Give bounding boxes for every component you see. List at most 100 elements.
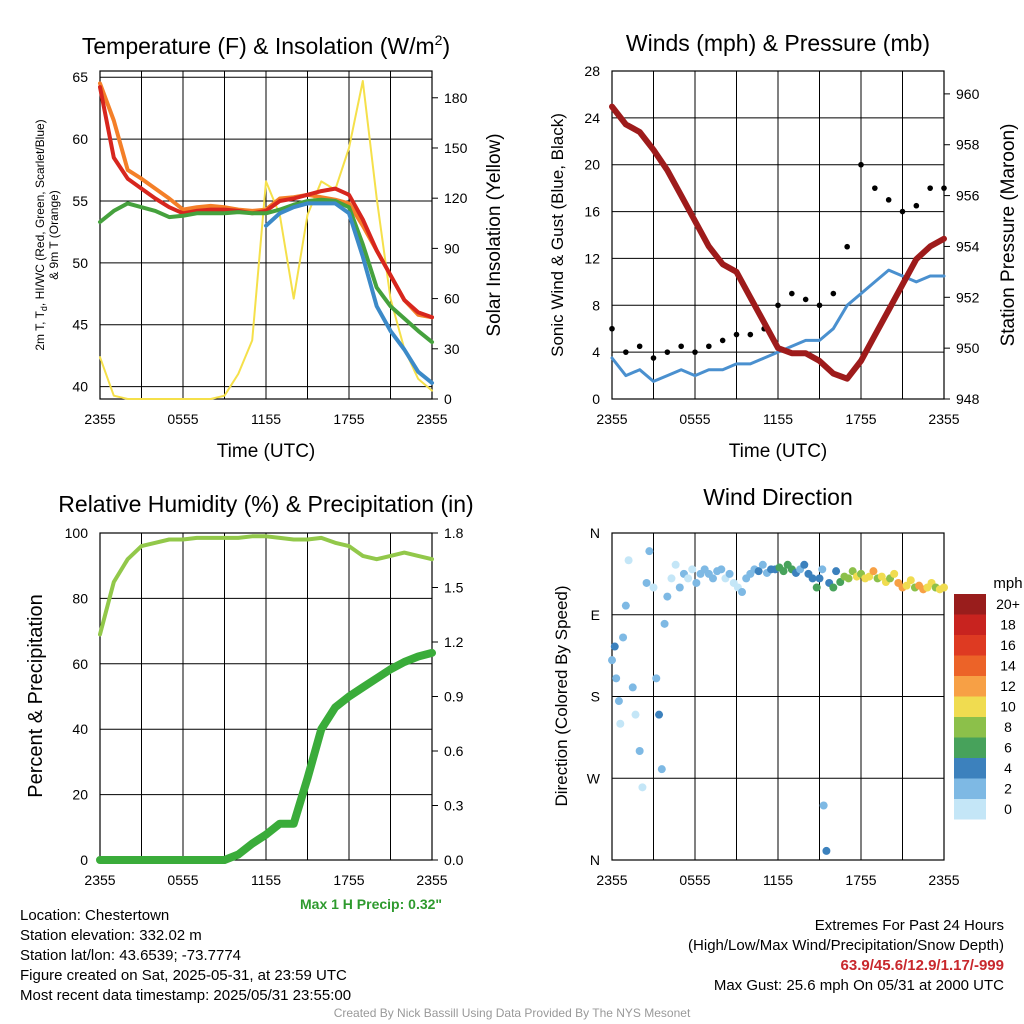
winds-xtick-label: 2355: [596, 411, 627, 427]
temperature-series-2m-t: [98, 85, 434, 320]
winds-ytick-label: 8: [592, 297, 600, 313]
extremes-values: 63.9/45.6/12.9/1.17/-999: [840, 957, 1004, 974]
svg-text:2m T, Td, HI/WC (Red, Green, S: 2m T, Td, HI/WC (Red, Green, Scarlet/Blu…: [33, 119, 49, 350]
direction-point: [779, 567, 788, 576]
location-text: Location: Chestertown: [20, 907, 170, 924]
direction-point: [832, 567, 841, 576]
winds-y2tick-label: 960: [956, 86, 980, 102]
gust-point: [706, 343, 712, 350]
colorbar-label: 18: [1000, 617, 1016, 633]
station-info: Location: Chestertown Station elevation:…: [20, 906, 351, 1006]
gust-point: [775, 302, 781, 309]
humidity-panel: Relative Humidity (%) & Precipitation (i…: [25, 491, 474, 888]
direction-point: [635, 747, 644, 755]
direction-point: [671, 560, 680, 569]
winds-xtick-label: 0555: [679, 411, 710, 427]
humidity-series-precipitation: [96, 648, 436, 864]
colorbar-label: 12: [1000, 678, 1016, 694]
humidity-xtick-label: 1155: [251, 872, 281, 888]
humidity-y2tick-label: 0.3: [444, 798, 464, 814]
temperature-series-2m-td: [98, 197, 434, 345]
colorbar-swatch: [954, 758, 986, 779]
gust-point: [789, 290, 795, 297]
winds-xlabel: Time (UTC): [729, 441, 828, 462]
colorbar-swatch: [954, 778, 986, 799]
gust-point: [830, 290, 837, 297]
colorbar-swatch: [954, 737, 986, 758]
winds-y2tick-label: 948: [956, 391, 980, 407]
direction-point: [754, 567, 763, 576]
direction-point: [649, 583, 658, 592]
gust-point: [844, 243, 850, 250]
temperature-ytick-label: 50: [72, 255, 88, 271]
humidity-ytick-label: 40: [72, 721, 88, 737]
winds-ytick-label: 20: [584, 157, 600, 173]
gust-point: [678, 343, 684, 350]
colorbar-unit: mph: [993, 575, 1022, 592]
direction-point: [675, 583, 684, 592]
direction-point: [667, 574, 676, 583]
temperature-xtick-label: 2355: [84, 411, 115, 427]
direction-xtick-label: 1755: [845, 872, 876, 888]
direction-point: [725, 569, 734, 578]
gust-point: [872, 185, 878, 191]
direction-point: [708, 574, 717, 583]
temperature-y2tick-label: 150: [444, 140, 468, 156]
temperature-y2tick-label: 120: [444, 190, 468, 206]
colorbar-swatch: [954, 614, 986, 635]
temperature-ytick-label: 45: [72, 317, 88, 333]
winds-frame: [611, 70, 945, 400]
created-text: Figure created on Sat, 2025-05-31, at 23…: [20, 967, 347, 984]
direction-point: [738, 588, 747, 597]
humidity-frame: [99, 532, 433, 861]
humidity-xtick-label: 2355: [416, 872, 447, 888]
direction-point: [848, 567, 857, 576]
direction-point: [692, 578, 701, 587]
direction-point: [815, 574, 824, 583]
gust-point: [816, 302, 823, 309]
winds-ytick-label: 4: [592, 344, 600, 360]
direction-ytick-label: N: [590, 852, 600, 868]
direction-point: [812, 583, 821, 592]
colorbar-swatch: [954, 594, 986, 615]
winds-xtick-label: 2355: [928, 411, 959, 427]
direction-point: [818, 565, 827, 574]
direction-point: [655, 710, 664, 719]
direction-point: [819, 801, 828, 810]
colorbar-label: 0: [1004, 801, 1012, 817]
winds-xtick-label: 1155: [763, 411, 793, 427]
direction-point: [610, 642, 619, 651]
winds-xtick-label: 1755: [845, 411, 876, 427]
gust-point: [802, 296, 809, 303]
gust-point: [636, 343, 643, 350]
winds-y2label: Station Pressure (Maroon): [998, 124, 1019, 347]
direction-ytick-label: W: [587, 770, 601, 786]
winds-ytick-label: 28: [584, 63, 600, 79]
humidity-y2tick-label: 1.5: [444, 580, 464, 596]
winds-y2tick-label: 958: [956, 137, 980, 153]
direction-ytick-label: E: [591, 607, 600, 623]
winds-ytick-label: 0: [592, 391, 600, 407]
humidity-ytick-label: 60: [72, 656, 88, 672]
temperature-y2tick-label: 30: [444, 341, 460, 357]
gust-point: [719, 337, 726, 344]
colorbar-swatch: [954, 696, 986, 717]
direction-point: [758, 560, 767, 569]
direction-point: [631, 710, 640, 719]
direction-point: [906, 576, 915, 585]
colorbar-label: 4: [1004, 760, 1012, 776]
direction-point: [628, 683, 637, 692]
humidity-y2tick-label: 1.8: [444, 525, 464, 541]
direction-ytick-label: N: [590, 525, 600, 541]
direction-point: [890, 569, 899, 578]
direction-point: [660, 619, 669, 628]
colorbar-label: 14: [1000, 658, 1016, 674]
direction-point: [614, 697, 623, 706]
direction-point: [808, 574, 817, 583]
latlon-text: Station lat/lon: 43.6539; -73.7774: [20, 947, 242, 964]
gust-point: [747, 331, 754, 338]
temperature-xtick-label: 1755: [333, 411, 364, 427]
gust-point: [941, 185, 947, 191]
gust-point: [885, 197, 892, 203]
temperature-y2tick-label: 60: [444, 291, 460, 307]
